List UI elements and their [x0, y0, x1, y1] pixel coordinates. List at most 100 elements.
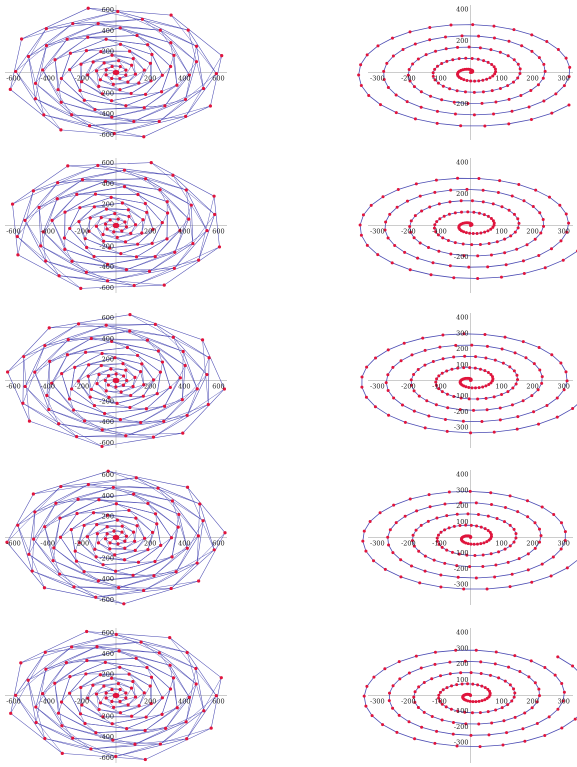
- data-point: [42, 586, 47, 590]
- data-point: [486, 687, 490, 691]
- y-tick-label: 400: [102, 335, 114, 343]
- data-point: [431, 261, 435, 265]
- data-point: [162, 419, 166, 423]
- data-point: [455, 744, 459, 748]
- data-point: [197, 579, 201, 583]
- data-point: [493, 72, 497, 76]
- connector-line: [174, 214, 215, 269]
- data-point: [556, 707, 560, 711]
- connector-line: [121, 224, 136, 232]
- data-point: [391, 684, 395, 688]
- data-point: [391, 365, 395, 369]
- data-point: [68, 226, 72, 231]
- data-point: [516, 378, 520, 382]
- data-point: [197, 258, 201, 262]
- data-point: [384, 381, 388, 385]
- data-point: [97, 84, 101, 88]
- data-point: [543, 734, 547, 738]
- data-point: [388, 528, 392, 532]
- data-point: [411, 62, 415, 66]
- plot-canvas: -300 -200 -100 100 200 300400300200100-100-20…: [361, 470, 577, 605]
- data-point: [149, 701, 153, 706]
- data-point: [137, 704, 141, 708]
- data-point: [453, 241, 457, 245]
- data-point: [482, 213, 486, 217]
- data-point: [516, 76, 520, 80]
- data-point: [525, 499, 529, 503]
- data-point: [169, 64, 173, 69]
- data-point: [125, 727, 129, 731]
- connector-line: [10, 28, 47, 90]
- data-point: [453, 112, 457, 116]
- data-point: [77, 220, 81, 224]
- connector-line: [10, 652, 46, 714]
- data-point: [16, 253, 20, 257]
- connector-line: [126, 243, 193, 270]
- data-point: [445, 59, 449, 63]
- data-point: [423, 426, 427, 430]
- data-point: [362, 529, 366, 533]
- data-point: [435, 539, 439, 543]
- data-point: [99, 363, 103, 368]
- connector-line: [39, 181, 106, 208]
- connector-line: [81, 685, 94, 706]
- x-tick-label: 600: [212, 383, 224, 391]
- data-point: [524, 356, 528, 360]
- data-point: [91, 60, 95, 64]
- data-point: [533, 681, 537, 685]
- connector-line: [114, 105, 211, 134]
- connector-line: [104, 406, 165, 414]
- data-point: [403, 420, 407, 424]
- connector-line: [82, 179, 161, 190]
- data-point: [512, 540, 516, 544]
- connector-line: [117, 232, 142, 238]
- data-point: [100, 351, 104, 356]
- data-point: [104, 73, 108, 77]
- series-points: [361, 489, 569, 591]
- data-point: [99, 49, 103, 54]
- connector-line: [57, 53, 71, 90]
- data-point: [175, 83, 179, 87]
- data-point: [456, 709, 460, 713]
- data-point: [487, 242, 491, 246]
- data-point: [31, 189, 35, 193]
- data-point: [540, 381, 544, 385]
- data-point: [445, 392, 449, 396]
- data-point: [69, 387, 74, 391]
- data-point: [536, 388, 540, 392]
- data-point: [120, 530, 124, 534]
- connector-line: [94, 105, 165, 110]
- data-point: [460, 682, 464, 686]
- data-point: [555, 396, 559, 400]
- data-point: [60, 751, 64, 755]
- data-point: [98, 701, 103, 705]
- data-point: [460, 210, 464, 214]
- data-point: [102, 239, 106, 243]
- x-tick-label: -400: [40, 698, 55, 706]
- data-point: [459, 199, 463, 203]
- connector-line: [130, 379, 154, 396]
- data-point: [113, 553, 117, 557]
- data-point: [488, 76, 492, 80]
- data-point: [407, 67, 411, 71]
- tick-labels: -600 -400 -200 200 400 600600400200-200-400-6…: [6, 159, 224, 292]
- data-point: [127, 672, 131, 676]
- data-point: [444, 47, 448, 51]
- data-point: [467, 45, 471, 49]
- x-tick-label: -600: [6, 75, 21, 83]
- data-point: [115, 401, 119, 405]
- data-point: [518, 72, 522, 76]
- data-point: [171, 173, 175, 177]
- data-point: [529, 659, 533, 663]
- x-tick-label: 300: [557, 228, 569, 236]
- x-tick-label: -600: [6, 540, 21, 548]
- data-point: [559, 521, 563, 525]
- data-point: [461, 419, 465, 423]
- data-point: [530, 580, 534, 584]
- data-point: [564, 212, 568, 216]
- data-point: [455, 683, 459, 687]
- data-point: [461, 242, 465, 246]
- connector-line: [95, 193, 146, 204]
- data-point: [567, 75, 571, 79]
- data-point: [443, 528, 447, 532]
